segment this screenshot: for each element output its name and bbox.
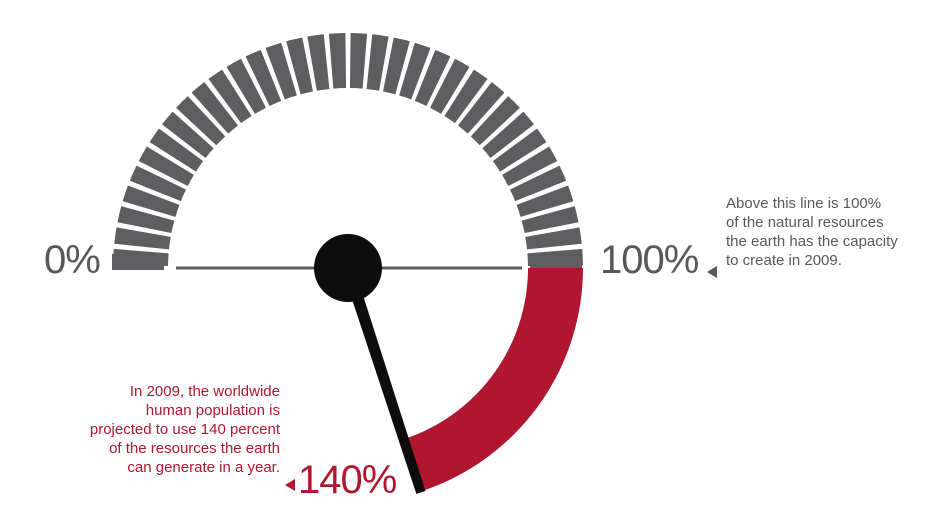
scale-min-label: 0%: [44, 238, 101, 282]
value-label: 140%: [298, 458, 397, 502]
capacity-note: Above this line is 100% of the natural r…: [726, 195, 898, 269]
gauge-tick: [516, 185, 574, 217]
gauge-tick: [510, 165, 567, 202]
gauge-tick: [122, 185, 180, 217]
gauge-tick: [129, 165, 186, 202]
zero-end-block: [112, 254, 164, 270]
gauge-tick-marks: [113, 33, 583, 267]
gauge-tick: [444, 69, 488, 124]
gauge-tick: [114, 227, 171, 250]
pointer-left-icon: [707, 266, 717, 278]
gauge-tick: [191, 82, 238, 134]
gauge-tick: [521, 206, 579, 233]
gauge-tick: [366, 34, 389, 91]
gauge-tick: [245, 49, 282, 106]
usage-note: In 2009, the worldwide human population …: [89, 383, 280, 476]
gauge-tick: [117, 206, 175, 233]
gauge-tick: [138, 146, 194, 186]
gauge-tick: [328, 33, 347, 89]
pointer-left-icon: [285, 479, 295, 491]
gauge-tick: [502, 146, 558, 186]
gauge-tick: [458, 82, 505, 134]
gauge-tick: [482, 111, 534, 158]
scale-max-label: 100%: [600, 238, 699, 282]
gauge-tick: [383, 37, 410, 95]
gauge-tick: [349, 33, 368, 89]
overshoot-red-band: [403, 268, 583, 492]
needle: [342, 266, 426, 494]
gauge-tick: [176, 96, 226, 146]
gauge-tick: [286, 37, 313, 95]
gauge-tick: [265, 42, 297, 100]
gauge-tick: [414, 49, 451, 106]
gauge-tick: [162, 111, 214, 158]
gauge-tick: [492, 128, 547, 172]
gauge-tick: [525, 227, 582, 250]
hundred-end-block: [530, 254, 582, 270]
gauge-tick: [149, 128, 204, 172]
gauge-tick: [307, 34, 330, 91]
gauge-tick: [226, 58, 266, 114]
needle-hub: [314, 234, 382, 302]
gauge-tick: [470, 96, 520, 146]
gauge-tick: [208, 69, 252, 124]
gauge-tick: [430, 58, 470, 114]
gauge-tick: [399, 42, 431, 100]
